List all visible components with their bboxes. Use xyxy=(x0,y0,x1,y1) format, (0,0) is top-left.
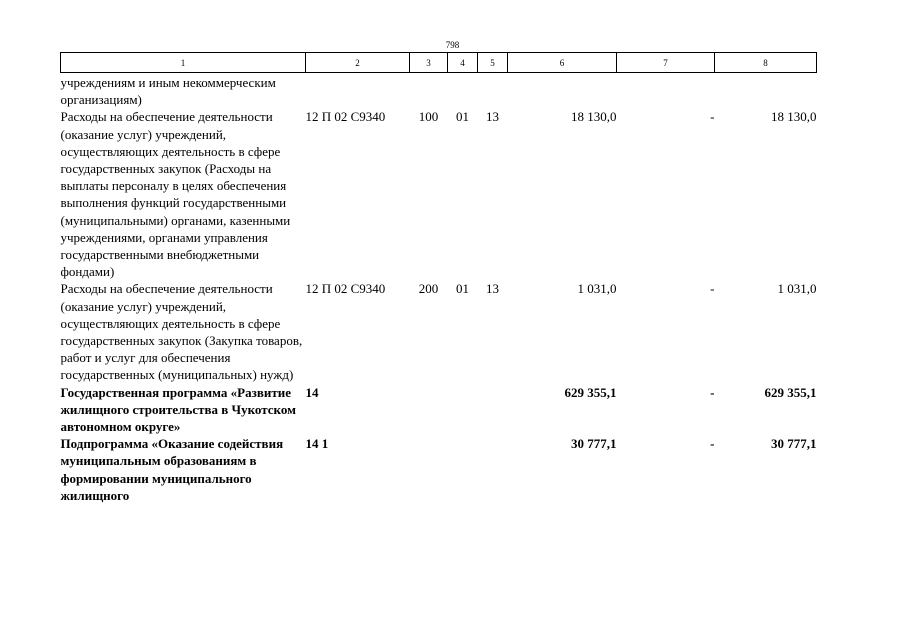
column-header-6: 6 xyxy=(507,52,617,73)
amount-column-7: - xyxy=(710,384,715,400)
column-header-1: 1 xyxy=(60,52,306,73)
target-article-code: 12 П 02 С9340 xyxy=(305,281,386,297)
expense-name: Расходы на обеспечение деятельности (ока… xyxy=(60,109,291,280)
table-row: учреждениям и иным некоммерческим органи… xyxy=(61,73,817,109)
amount-total: 30 777,1 xyxy=(571,436,617,452)
subsection-code xyxy=(478,73,508,109)
expense-type-code xyxy=(410,384,448,436)
table-row: Расходы на обеспечение деятельности (ока… xyxy=(61,280,817,383)
column-header-2: 2 xyxy=(305,52,410,73)
expense-type-code: 100 xyxy=(418,109,439,125)
subsection-code: 13 xyxy=(486,281,499,297)
amount-column-8: 629 355,1 xyxy=(764,384,817,400)
page-number: 798 xyxy=(445,40,460,50)
amount-total: 629 355,1 xyxy=(564,384,617,400)
target-article-code: 12 П 02 С9340 xyxy=(305,109,386,125)
table-row: Расходы на обеспечение деятельности (ока… xyxy=(61,108,817,280)
expense-type-code xyxy=(410,73,448,109)
amount-total: 18 130,0 xyxy=(571,109,617,125)
section-code: 01 xyxy=(456,109,469,125)
section-code xyxy=(448,73,478,109)
amount-column-8: 1 031,0 xyxy=(777,281,817,297)
budget-table: 1 2 3 4 5 6 7 8 учреждениям и иным неком… xyxy=(60,52,817,504)
subsection-code xyxy=(478,384,508,436)
column-header-5: 5 xyxy=(477,52,508,73)
table-body: учреждениям и иным некоммерческим органи… xyxy=(61,73,817,505)
column-header-4: 4 xyxy=(447,52,478,73)
section-code xyxy=(448,384,478,436)
table-row: Государственная программа «Развитие жили… xyxy=(61,384,817,436)
amount-total: 1 031,0 xyxy=(577,281,617,297)
expense-type-code xyxy=(410,435,448,504)
target-article-code: 14 xyxy=(305,384,319,400)
section-code: 01 xyxy=(456,281,469,297)
target-article-code: 14 1 xyxy=(305,436,329,452)
subsection-code xyxy=(478,435,508,504)
expense-name: Государственная программа «Развитие жили… xyxy=(60,384,296,435)
amount-column-7 xyxy=(617,73,715,109)
amount-column-7: - xyxy=(710,281,715,297)
column-header-7: 7 xyxy=(616,52,715,73)
target-article-code xyxy=(306,73,410,109)
expense-name: Подпрограмма «Оказание содействия муници… xyxy=(60,436,284,503)
column-header-3: 3 xyxy=(409,52,448,73)
column-header-8: 8 xyxy=(714,52,817,73)
column-number-header: 1 2 3 4 5 6 7 8 xyxy=(60,52,817,73)
amount-column-7: - xyxy=(710,109,715,125)
table-row: Подпрограмма «Оказание содействия муници… xyxy=(61,435,817,504)
amount-column-7: - xyxy=(710,436,715,452)
amount-total xyxy=(508,73,617,109)
section-code xyxy=(448,435,478,504)
amount-column-8: 30 777,1 xyxy=(771,436,817,452)
amount-column-8 xyxy=(715,73,817,109)
expense-name: учреждениям и иным некоммерческим органи… xyxy=(60,75,276,108)
expense-type-code: 200 xyxy=(418,281,439,297)
amount-column-8: 18 130,0 xyxy=(771,109,817,125)
subsection-code: 13 xyxy=(486,109,499,125)
expense-name: Расходы на обеспечение деятельности (ока… xyxy=(60,281,303,383)
